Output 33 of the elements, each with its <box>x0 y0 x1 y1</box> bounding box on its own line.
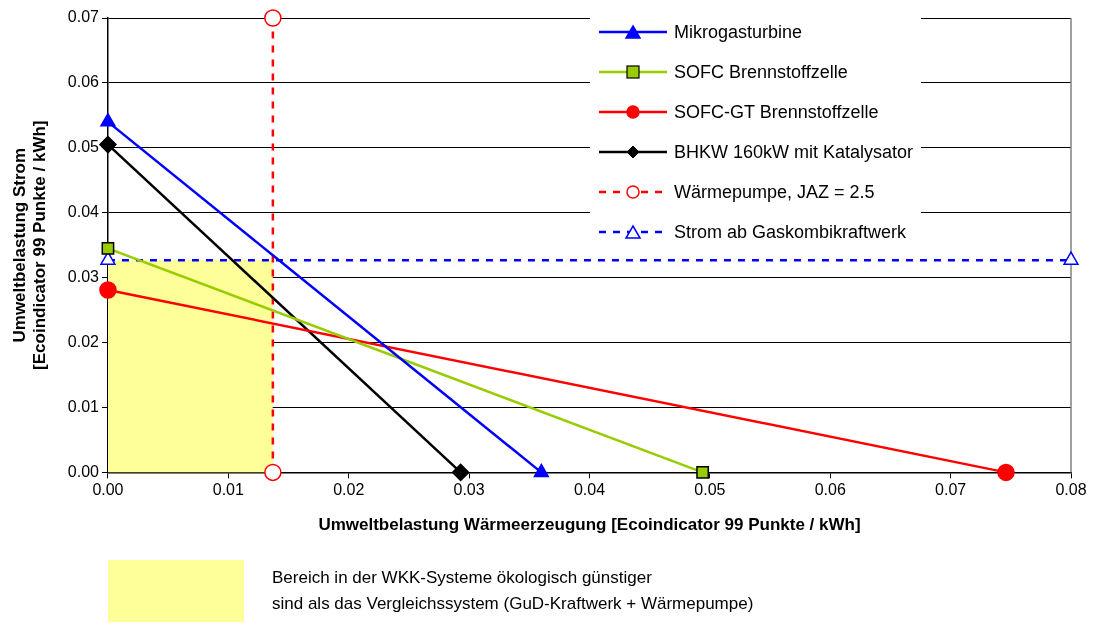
y-tick-label: 0.07 <box>67 8 100 26</box>
legend-label: SOFC Brennstoffzelle <box>674 61 848 83</box>
point <box>264 9 282 27</box>
x-tick-label: 0.04 <box>573 481 606 499</box>
x-tick-label: 0.06 <box>814 481 846 499</box>
x-tick-label: 0.07 <box>935 481 967 499</box>
point <box>451 463 470 482</box>
x-tick-label: 0.03 <box>453 481 485 499</box>
x-tick-label: 0.05 <box>694 481 726 499</box>
x-axis-title: Umweltbelastung Wärmeerzeugung [Ecoindicator 99 Punkte / kWh] <box>318 515 861 535</box>
point <box>997 463 1015 482</box>
legend-label: Strom ab Gaskombikraftwerk <box>674 221 907 243</box>
legend-label: SOFC-GT Brennstoffzelle <box>674 101 879 123</box>
point <box>264 463 282 482</box>
y-axis-title: Umweltbelastung Strom [Ecoindicator 99 Punkte / kWh] <box>9 120 50 370</box>
text: Bereich in der WKK-Systeme ökologisch günstiger sind als das Vergleichssystem (GuD-Kraftwerk + Wärmepumpe) <box>272 567 754 615</box>
legend-label: Mikrogasturbine <box>674 21 803 43</box>
y-tick-label: 0.01 <box>67 397 100 415</box>
x-tick-label: 0.01 <box>212 481 244 499</box>
legend-label: Wärmepumpe, JAZ = 2.5 <box>674 181 875 203</box>
y-tick-label: 0.00 <box>67 462 100 480</box>
point <box>696 465 710 479</box>
y-tick-label: 0.06 <box>67 73 100 91</box>
y-tick-label: 0.02 <box>67 332 100 350</box>
point <box>99 135 117 154</box>
x-tick-label: 0.02 <box>333 481 365 499</box>
x-tick-label: 0.00 <box>92 481 124 499</box>
y-tick-label: 0.05 <box>67 138 100 156</box>
legend-label: BHKW 160kW mit Katalysator <box>674 141 914 163</box>
point <box>99 281 117 299</box>
x-tick-label: 0.08 <box>1055 481 1087 499</box>
y-tick-label: 0.04 <box>67 203 100 221</box>
y-tick-label: 0.03 <box>67 268 100 286</box>
